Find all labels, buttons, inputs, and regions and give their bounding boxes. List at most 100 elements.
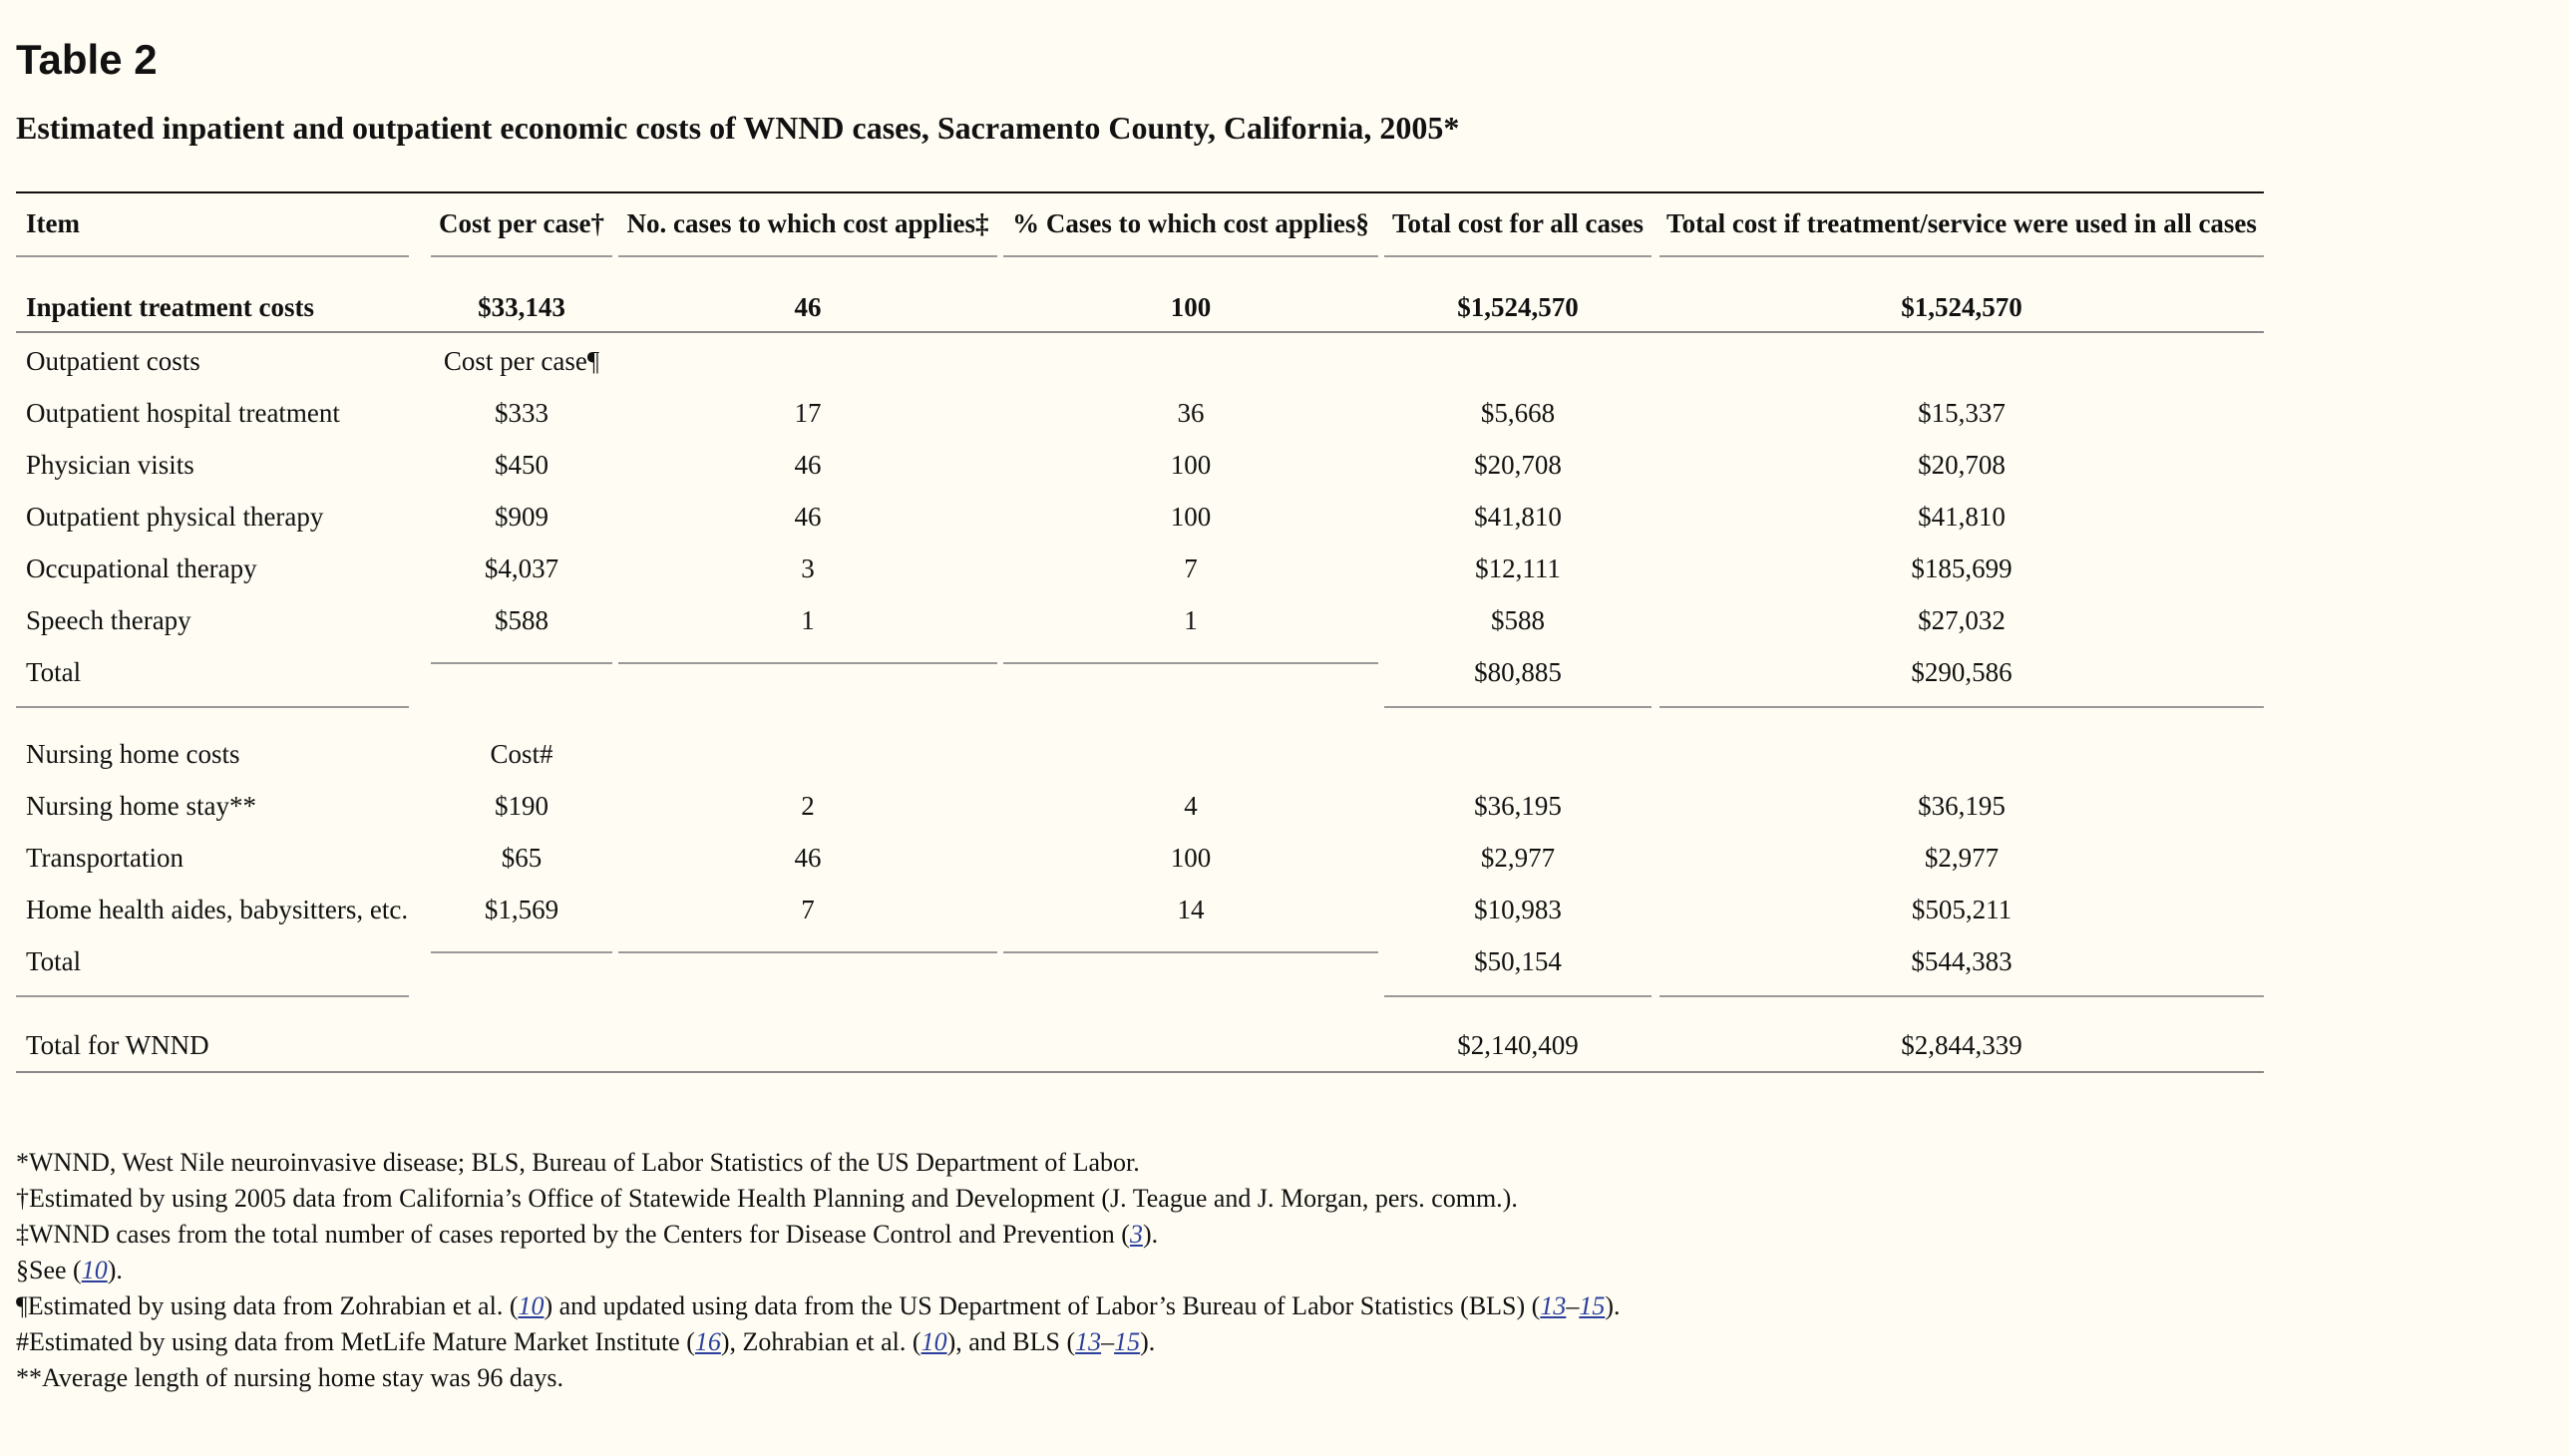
cell-item: Occupational therapy: [26, 553, 257, 583]
section-row-outpatient: Outpatient costs Cost per case¶: [16, 335, 2264, 387]
cell-total: $50,154: [1474, 946, 1562, 976]
footnote-text: ).: [107, 1256, 123, 1284]
reference-link[interactable]: 10: [81, 1256, 108, 1284]
cell-total: $5,668: [1480, 398, 1556, 428]
cell-pct: 14: [1177, 895, 1205, 924]
subtotal-rule: [1003, 662, 1378, 664]
cell-cases: 3: [801, 553, 815, 583]
cell-total-all: $290,586: [1911, 657, 2013, 687]
cell-pct: 1: [1184, 605, 1198, 635]
subtotal-rule: [431, 662, 612, 664]
footnote-text: #Estimated by using data from MetLife Ma…: [16, 1327, 695, 1356]
cell-cases: 46: [794, 450, 822, 480]
footnote-text: ) and updated using data from the US Dep…: [544, 1291, 1541, 1320]
cell-total-all: $15,337: [1918, 398, 2006, 428]
header-rule: [1003, 255, 1378, 257]
footnote-dash: –: [1101, 1327, 1115, 1356]
cell-cases: 17: [794, 398, 822, 428]
reference-link[interactable]: 15: [1114, 1327, 1141, 1356]
cell-pct: 4: [1184, 791, 1198, 821]
footnote-text: ), Zohrabian et al. (: [720, 1327, 921, 1356]
table-row: Nursing home stay** $190 2 4 $36,195 $36…: [16, 780, 2264, 832]
table-bottom-rule: [16, 1071, 2264, 1073]
footnote-text: §See (: [16, 1256, 82, 1284]
total-rule: [1384, 995, 1652, 997]
cell-total: $2,977: [1480, 843, 1556, 873]
table-row: Transportation $65 46 100 $2,977 $2,977: [16, 832, 2264, 884]
table-row-outpatient-total: Total $80,885 $290,586: [16, 646, 2264, 698]
cell-total-all: $1,524,570: [1901, 292, 2022, 322]
footnotes: *WNND, West Nile neuroinvasive disease; …: [16, 1145, 1621, 1396]
footnote-text: ).: [1605, 1291, 1621, 1320]
reference-link[interactable]: 13: [1540, 1291, 1567, 1320]
reference-link[interactable]: 13: [1075, 1327, 1102, 1356]
cell-item: Transportation: [26, 843, 184, 873]
reference-link[interactable]: 10: [518, 1291, 545, 1320]
cell-cost: $333: [495, 398, 549, 428]
cell-total-all: $185,699: [1911, 553, 2013, 583]
cell-pct: 100: [1170, 502, 1212, 532]
cell-cases: 46: [794, 292, 822, 322]
header-total-cost: Total cost for all cases: [1392, 208, 1644, 238]
cell-total-all: $505,211: [1911, 895, 2013, 924]
cell-pct: 36: [1177, 398, 1205, 428]
header-rule: [16, 255, 409, 257]
footnote-text: ).: [1142, 1220, 1159, 1249]
footnote: §See (10).: [16, 1253, 1621, 1288]
cell-cost: $450: [495, 450, 549, 480]
header-rule: [1659, 255, 2264, 257]
footnote: #Estimated by using data from MetLife Ma…: [16, 1324, 1621, 1360]
header-rule: [431, 255, 612, 257]
reference-link[interactable]: 10: [920, 1327, 947, 1356]
footnote: **Average length of nursing home stay wa…: [16, 1363, 564, 1392]
total-rule: [1659, 995, 2264, 997]
subtotal-rule: [618, 951, 997, 953]
section-cost-label: Cost per case¶: [443, 346, 600, 376]
table-row-nursing-total: Total $50,154 $544,383: [16, 935, 2264, 987]
header-item: Item: [26, 208, 80, 238]
cell-cost: $33,143: [478, 292, 565, 322]
section-label: Outpatient costs: [26, 346, 200, 376]
table-row: Outpatient physical therapy $909 46 100 …: [16, 491, 2264, 543]
footnote-dash: –: [1566, 1291, 1580, 1320]
cell-cases: 46: [794, 843, 822, 873]
reference-link[interactable]: 15: [1579, 1291, 1606, 1320]
reference-link[interactable]: 3: [1129, 1220, 1143, 1249]
cell-total-all: $27,032: [1918, 605, 2006, 635]
cell-pct: 100: [1170, 843, 1212, 873]
cell-total: $12,111: [1475, 553, 1561, 583]
cell-total: $1,524,570: [1457, 292, 1579, 322]
cell-cases: 46: [794, 502, 822, 532]
footnote: *WNND, West Nile neuroinvasive disease; …: [16, 1148, 1140, 1177]
cell-item: Outpatient hospital treatment: [26, 398, 340, 428]
cell-total-all: $2,844,339: [1901, 1030, 2022, 1060]
header-cost-per-case: Cost per case†: [439, 208, 604, 238]
header-rule: [618, 255, 997, 257]
table-caption: Estimated inpatient and outpatient econo…: [16, 110, 1460, 146]
table-row: Physician visits $450 46 100 $20,708 $20…: [16, 439, 2264, 491]
footnote: †Estimated by using 2005 data from Calif…: [16, 1184, 1518, 1213]
header-pct-cases: % Cases to which cost applies§: [1012, 208, 1369, 238]
cell-total-all: $36,195: [1918, 791, 2006, 821]
cell-total: $588: [1491, 605, 1545, 635]
cost-table: Item Cost per case† No. cases to which c…: [16, 191, 2264, 1073]
table-label: Table 2: [16, 36, 158, 83]
cell-pct: 100: [1170, 292, 1212, 322]
cell-total: $80,885: [1474, 657, 1562, 687]
footnote: ¶Estimated by using data from Zohrabian …: [16, 1288, 1621, 1324]
subtotal-rule: [618, 662, 997, 664]
cell-cases: 1: [801, 605, 815, 635]
table-row: Home health aides, babysitters, etc. $1,…: [16, 884, 2264, 935]
cell-pct: 7: [1184, 553, 1198, 583]
cell-item: Nursing home stay**: [26, 791, 256, 821]
cell-cost: $4,037: [484, 553, 559, 583]
reference-link[interactable]: 16: [694, 1327, 721, 1356]
footnote: ‡WNND cases from the total number of cas…: [16, 1217, 1621, 1253]
section-cost-label: Cost#: [490, 739, 553, 769]
table-row: Occupational therapy $4,037 3 7 $12,111 …: [16, 543, 2264, 594]
header-rule: [1384, 255, 1652, 257]
cell-pct: 100: [1170, 450, 1212, 480]
cell-item: Physician visits: [26, 450, 194, 480]
subtotal-rule: [431, 951, 612, 953]
subtotal-rule: [1003, 951, 1378, 953]
